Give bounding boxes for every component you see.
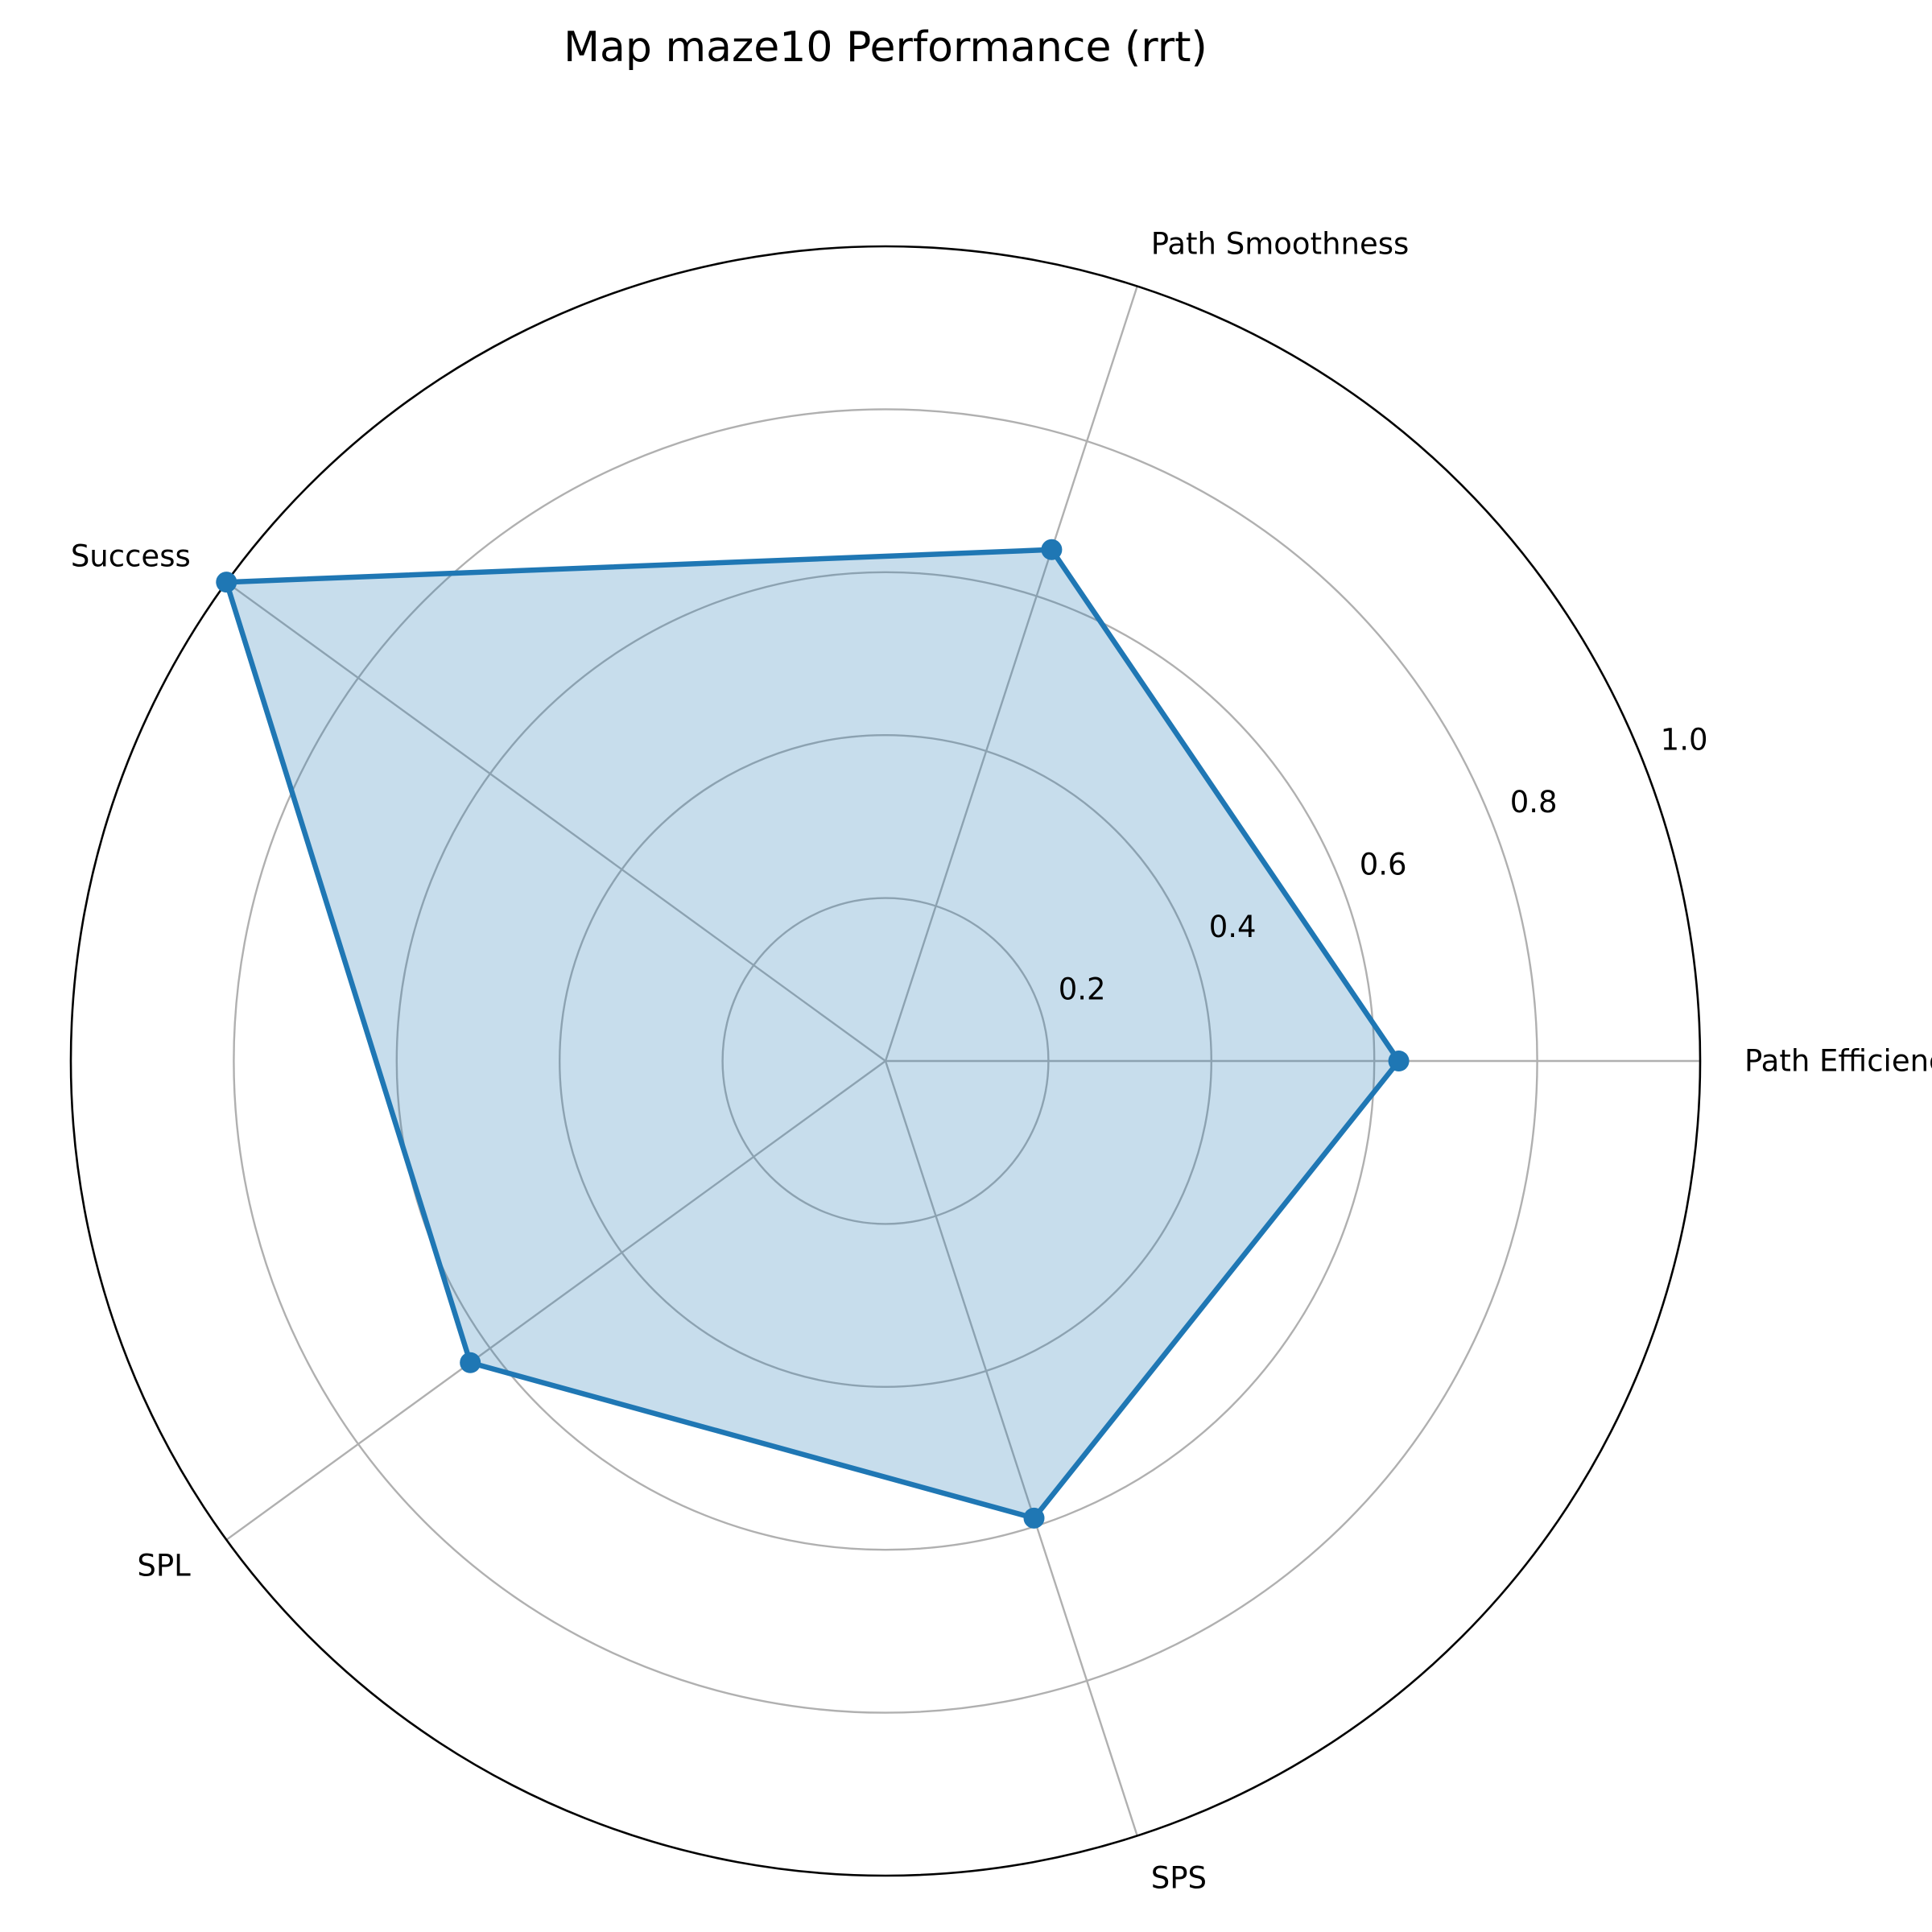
- r-tick-label-3: 0.8: [1510, 785, 1558, 819]
- r-tick-label-1: 0.4: [1209, 910, 1257, 944]
- series-line-0: [224, 547, 1402, 1521]
- outer-frame: [69, 245, 1702, 1877]
- data-point-spl: [460, 1352, 481, 1373]
- axis-label-2: Success: [71, 539, 191, 573]
- spoke-2: [225, 581, 886, 1062]
- grid-layer: [69, 245, 1702, 1877]
- r-tick-label-0: 0.2: [1059, 972, 1106, 1007]
- spoke-1: [884, 286, 1138, 1062]
- axis-label-0: Path Efficiency: [1744, 1044, 1932, 1079]
- data-point-path-smoothness: [1041, 539, 1063, 560]
- axis-label-1: Path Smoothness: [1151, 227, 1410, 262]
- spoke-4: [884, 1060, 1138, 1836]
- data-point-sps: [1023, 1507, 1045, 1529]
- r-tick-label-2: 0.6: [1360, 848, 1407, 882]
- data-layer: [216, 539, 1410, 1529]
- label-layer: Path Efficiency Path Smoothness Success SPL…: [71, 227, 1932, 1896]
- axis-label-3: SPL: [137, 1549, 191, 1583]
- axis-label-4: SPS: [1151, 1860, 1207, 1895]
- data-point-success: [216, 572, 237, 593]
- spoke-3: [225, 1060, 886, 1541]
- data-point-path-efficiency: [1388, 1051, 1410, 1071]
- chart-title: Map maze10 Performance (rrt): [564, 23, 1208, 72]
- r-tick-label-4: 1.0: [1661, 723, 1708, 758]
- series-area-0: [226, 549, 1399, 1518]
